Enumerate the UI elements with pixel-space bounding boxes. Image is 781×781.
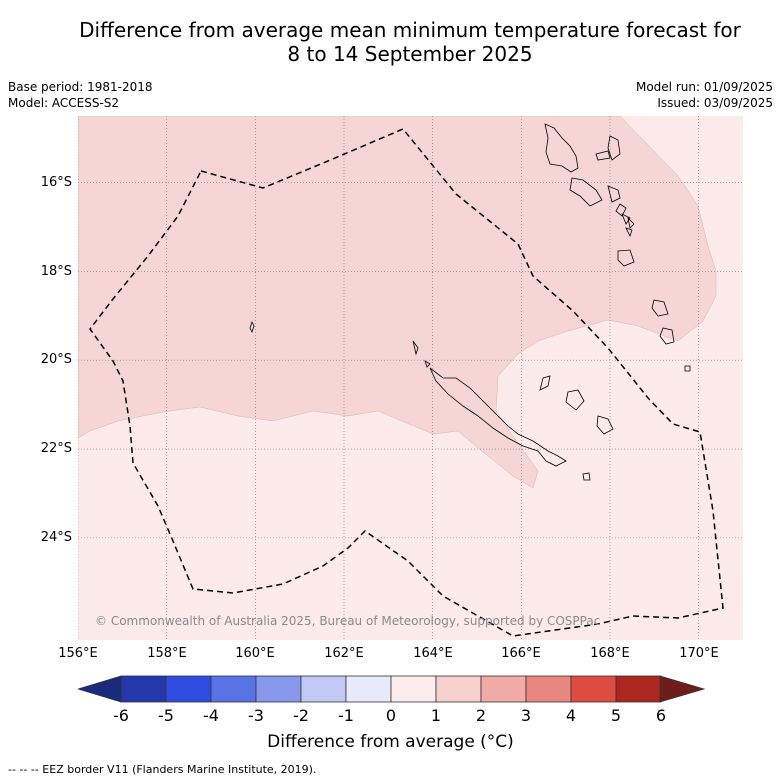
colorbar-segment bbox=[570, 675, 617, 703]
colorbar-under-arrow bbox=[78, 675, 122, 703]
colorbar bbox=[78, 675, 705, 703]
lon-label-160e: 160°E bbox=[235, 646, 275, 661]
map-title: Difference from average mean minimum tem… bbox=[40, 18, 780, 66]
colorbar-segment bbox=[480, 675, 527, 703]
cb-tick-minus3: -3 bbox=[248, 706, 264, 725]
colorbar-over-arrow bbox=[659, 675, 705, 703]
lat-label-16s: 16°S bbox=[40, 175, 72, 190]
lon-label-166e: 166°E bbox=[501, 646, 541, 661]
model-run: Model run: 01/09/2025 bbox=[635, 80, 773, 94]
colorbar-segment bbox=[390, 675, 437, 703]
colorbar-segment bbox=[120, 675, 167, 703]
region-1-to-2 bbox=[78, 116, 717, 489]
lon-label-158e: 158°E bbox=[147, 646, 187, 661]
cb-tick-1: 1 bbox=[430, 706, 442, 725]
cb-tick-6: 6 bbox=[655, 706, 667, 725]
cb-tick-5: 5 bbox=[610, 706, 622, 725]
base-period: Base period: 1981-2018 bbox=[8, 80, 153, 94]
colorbar-segment bbox=[435, 675, 482, 703]
cb-tick-0: 0 bbox=[385, 706, 397, 725]
colorbar-segments bbox=[120, 675, 662, 703]
colorbar-segment bbox=[345, 675, 392, 703]
cb-tick-minus5: -5 bbox=[158, 706, 174, 725]
colorbar-segment bbox=[525, 675, 572, 703]
lat-label-24s: 24°S bbox=[40, 530, 72, 545]
lat-label-18s: 18°S bbox=[40, 264, 72, 279]
small-reefs bbox=[249, 320, 255, 334]
cb-tick-2: 2 bbox=[475, 706, 487, 725]
cb-tick-4: 4 bbox=[565, 706, 577, 725]
lat-label-22s: 22°S bbox=[40, 441, 72, 456]
colorbar-segment bbox=[210, 675, 257, 703]
colorbar-label: Difference from average (°C) bbox=[267, 732, 514, 752]
copyright-notice: © Commonwealth of Australia 2025, Bureau… bbox=[95, 614, 601, 628]
colorbar-segment bbox=[615, 675, 662, 703]
lon-label-164e: 164°E bbox=[413, 646, 453, 661]
meta-left: Base period: 1981-2018 Model: ACCESS-S2 bbox=[8, 79, 153, 111]
forecast-map bbox=[78, 116, 743, 640]
colorbar-segment bbox=[255, 675, 302, 703]
cb-tick-minus4: -4 bbox=[203, 706, 219, 725]
meta-right: Model run: 01/09/2025 Issued: 03/09/2025 bbox=[636, 79, 773, 111]
cb-tick-3: 3 bbox=[520, 706, 532, 725]
eez-border bbox=[89, 128, 724, 637]
new-caledonia bbox=[412, 340, 567, 467]
lon-label-170e: 170°E bbox=[679, 646, 719, 661]
lon-label-162e: 162°E bbox=[324, 646, 364, 661]
model-name: Model: ACCESS-S2 bbox=[8, 96, 120, 110]
title-line-1: Difference from average mean minimum tem… bbox=[79, 18, 741, 42]
eez-legend: -- -- -- EEZ border V11 (Flanders Marine… bbox=[8, 763, 317, 776]
colorbar-segment bbox=[300, 675, 347, 703]
title-line-2: 8 to 14 September 2025 bbox=[287, 42, 533, 66]
issued-date: Issued: 03/09/2025 bbox=[657, 96, 773, 110]
graticule bbox=[78, 116, 743, 640]
lon-label-156e: 156°E bbox=[58, 646, 98, 661]
loyalty-islands bbox=[539, 375, 614, 481]
cb-tick-minus1: -1 bbox=[338, 706, 354, 725]
lon-label-168e: 168°E bbox=[590, 646, 630, 661]
colorbar-segment bbox=[165, 675, 212, 703]
cb-tick-minus6: -6 bbox=[113, 706, 129, 725]
lat-label-20s: 20°S bbox=[40, 352, 72, 367]
cb-tick-minus2: -2 bbox=[293, 706, 309, 725]
vanuatu bbox=[544, 123, 691, 372]
